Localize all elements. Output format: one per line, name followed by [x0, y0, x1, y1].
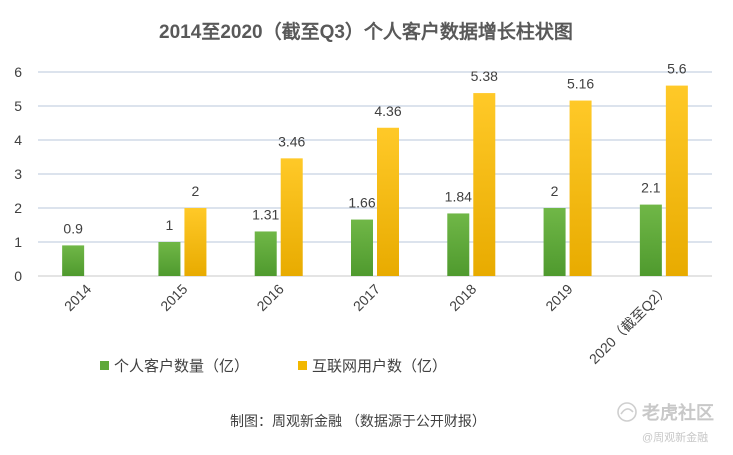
source-note: 制图：周观新金融 （数据源于公开财报） — [230, 413, 486, 429]
x-axis-ticks: 2014 2015 2016 2017 2018 2019 2020（截至Q2） — [61, 281, 672, 367]
y-tick-label: 4 — [14, 132, 22, 148]
x-tick-label: 2019 — [542, 281, 575, 314]
legend: 个人客户数量（亿） 互联网用户数（亿） — [100, 358, 447, 375]
bar-internet-users — [280, 158, 303, 276]
y-tick-label: 2 — [14, 200, 22, 216]
bar-personal-customers — [254, 231, 277, 276]
data-label: 0.9 — [63, 220, 83, 236]
x-tick-label: 2014 — [61, 281, 94, 314]
data-label: 3.46 — [278, 133, 305, 149]
data-label: 4.36 — [374, 103, 401, 119]
x-tick-label: 2017 — [350, 281, 383, 314]
data-label: 1.66 — [348, 195, 375, 211]
x-tick-label: 2018 — [446, 281, 479, 314]
watermark-brand: 老虎社区 — [642, 402, 714, 423]
bar-personal-customers — [543, 208, 566, 276]
data-label: 2 — [551, 183, 559, 199]
bar-internet-users — [569, 100, 592, 276]
data-label: 5.16 — [567, 76, 594, 92]
data-label: 5.6 — [667, 61, 687, 77]
data-labels: 0.9 1 1.31 1.66 1.84 2 2.1 2 3.46 4.36 5.38 5.16 5.6 — [63, 61, 686, 237]
gridlines — [38, 71, 712, 277]
watermark: 老虎社区 @周观新金融 — [617, 402, 714, 444]
bar-internet-users — [184, 208, 207, 276]
legend-label: 互联网用户数（亿） — [312, 358, 447, 375]
bar-internet-users — [665, 85, 688, 276]
bar-personal-customers — [351, 219, 373, 276]
bar-internet-users — [377, 127, 399, 276]
bars — [62, 85, 688, 276]
x-tick-label: 2020（截至Q2） — [586, 281, 672, 367]
bar-personal-customers — [639, 204, 662, 276]
bar-personal-customers — [62, 245, 85, 276]
data-label: 1 — [166, 217, 174, 233]
y-tick-label: 5 — [14, 98, 22, 114]
y-tick-label: 6 — [14, 64, 22, 80]
y-axis-ticks: 0 1 2 3 4 5 6 — [14, 64, 22, 284]
legend-swatch — [100, 361, 109, 370]
x-tick-label: 2016 — [253, 281, 286, 314]
tiger-logo-icon — [617, 402, 637, 422]
y-tick-label: 3 — [14, 166, 22, 182]
y-tick-label: 0 — [14, 268, 22, 284]
legend-label: 个人客户数量（亿） — [114, 358, 249, 375]
bar-personal-customers — [447, 213, 470, 276]
watermark-handle: @周观新金融 — [642, 430, 708, 444]
chart-title: 2014至2020（截至Q3）个人客户数据增长柱状图 — [159, 20, 573, 43]
bar-personal-customers — [158, 242, 181, 276]
data-label: 2 — [192, 183, 200, 199]
data-label: 5.38 — [471, 68, 498, 84]
data-label: 1.84 — [445, 188, 472, 204]
legend-swatch — [298, 361, 307, 370]
data-label: 2.1 — [641, 180, 661, 196]
data-label: 1.31 — [252, 206, 279, 222]
y-tick-label: 1 — [14, 234, 22, 250]
x-tick-label: 2015 — [157, 281, 190, 314]
bar-internet-users — [473, 93, 496, 276]
